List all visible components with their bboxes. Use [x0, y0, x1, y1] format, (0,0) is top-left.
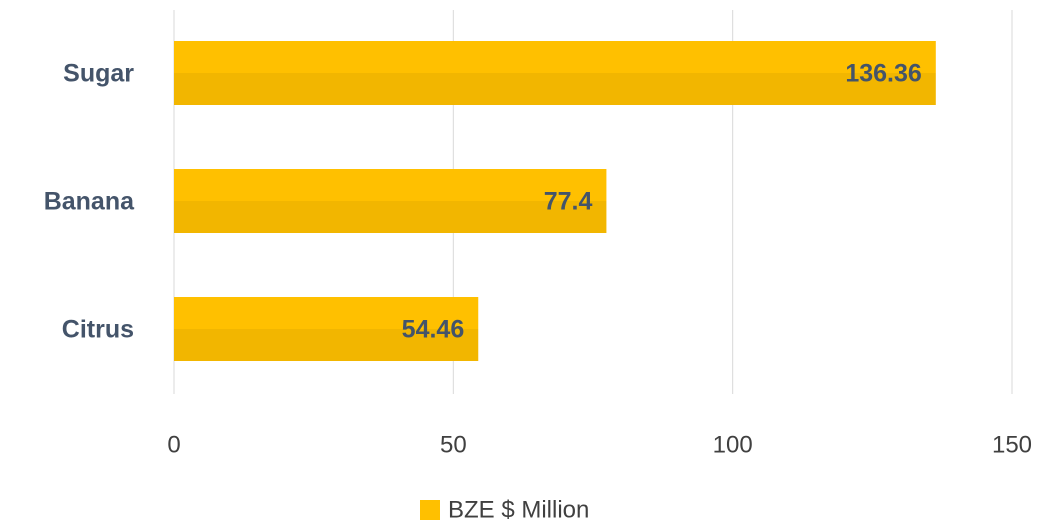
data-label: 136.36 — [845, 60, 921, 88]
data-label: 54.46 — [402, 316, 465, 344]
x-tick-label: 100 — [713, 431, 753, 458]
bar-shade — [174, 73, 936, 105]
x-tick-label: 50 — [440, 431, 467, 458]
legend-label: BZE $ Million — [448, 496, 589, 523]
bar — [174, 41, 936, 105]
y-tick-label: Sugar — [63, 60, 134, 88]
bar — [174, 297, 479, 361]
data-label: 77.4 — [544, 188, 593, 216]
bar — [174, 169, 607, 233]
legend-swatch — [420, 500, 440, 520]
bar-shade — [174, 329, 479, 361]
bar-shade — [174, 201, 607, 233]
x-tick-label: 0 — [167, 431, 180, 458]
y-tick-label: Banana — [44, 188, 135, 216]
x-tick-label: 150 — [992, 431, 1032, 458]
y-tick-label: Citrus — [62, 316, 134, 344]
